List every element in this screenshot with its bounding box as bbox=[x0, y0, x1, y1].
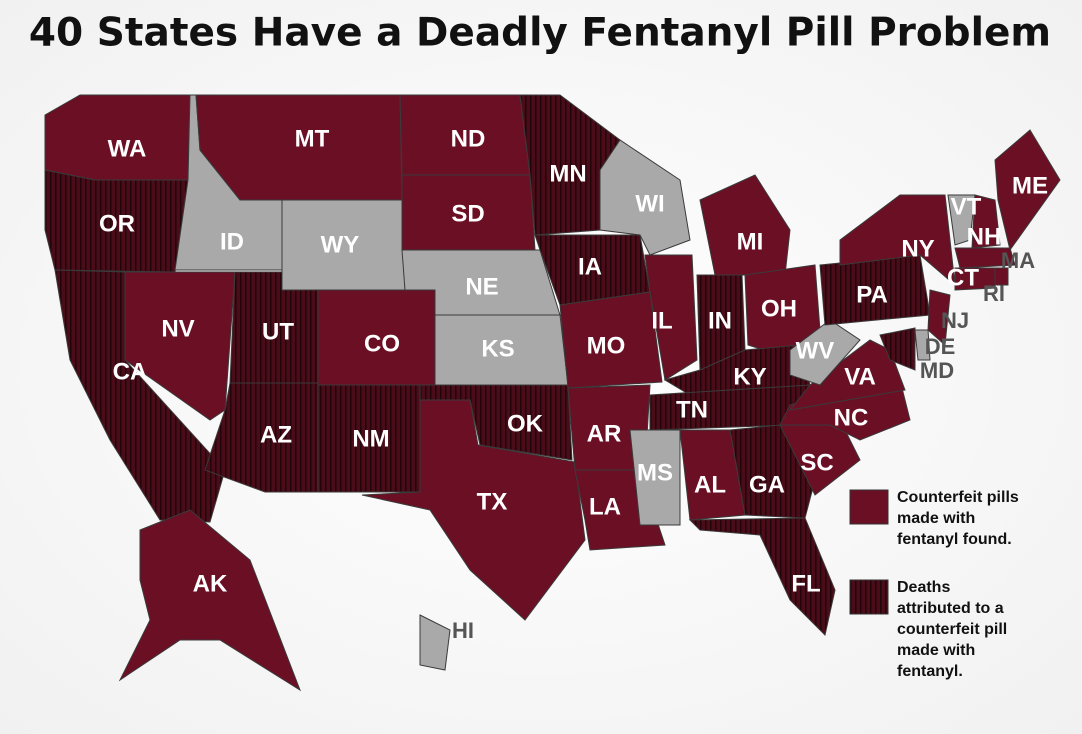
states bbox=[44, 94, 1061, 692]
state-label: MO bbox=[587, 332, 626, 359]
state-label: ME bbox=[1012, 172, 1048, 199]
state-label: AR bbox=[587, 420, 622, 447]
state-label: NH bbox=[967, 223, 1002, 250]
legend-text: Deaths bbox=[897, 579, 950, 596]
state-label: CO bbox=[364, 330, 400, 357]
state-label: TX bbox=[477, 488, 508, 515]
state-shape bbox=[124, 271, 236, 421]
state-label: AZ bbox=[260, 421, 292, 448]
state-label: OK bbox=[507, 410, 544, 437]
state-shape bbox=[688, 517, 836, 636]
state-shape bbox=[789, 319, 861, 386]
state-label: HI bbox=[452, 618, 474, 643]
state-label: WV bbox=[796, 337, 835, 364]
state-label: DE bbox=[925, 334, 956, 359]
state-shape bbox=[599, 139, 691, 256]
state-label: AL bbox=[694, 471, 726, 498]
state-label: WA bbox=[108, 135, 147, 162]
legend-text: counterfeit pill bbox=[897, 621, 1007, 638]
legend-text: fentanyl found. bbox=[897, 531, 1012, 548]
state-label: MA bbox=[1001, 248, 1035, 273]
legend-text: Counterfeit pills bbox=[897, 489, 1019, 506]
state-label: IL bbox=[651, 307, 672, 334]
state-label: KS bbox=[481, 335, 514, 362]
state-label: IN bbox=[708, 307, 732, 334]
state-shape bbox=[914, 329, 931, 361]
state-label: NM bbox=[352, 425, 389, 452]
state-label: VA bbox=[844, 363, 876, 390]
state-label: SC bbox=[800, 449, 833, 476]
state-shape bbox=[927, 289, 951, 347]
state-label: OR bbox=[99, 210, 135, 237]
state-label: RI bbox=[983, 281, 1005, 306]
state-label: LA bbox=[589, 493, 621, 520]
state-label: NV bbox=[161, 315, 194, 342]
state-label: NC bbox=[834, 404, 869, 431]
state-label: OH bbox=[761, 295, 797, 322]
legend-swatch bbox=[849, 489, 889, 525]
state-label: NY bbox=[901, 235, 934, 262]
state-shape bbox=[954, 267, 996, 291]
title: 40 States Have a Deadly Fentanyl Pill Pr… bbox=[29, 11, 1051, 56]
state-label: WI bbox=[635, 190, 664, 217]
state-label: CT bbox=[947, 264, 979, 291]
state-shape bbox=[118, 509, 302, 692]
state-shape bbox=[788, 339, 906, 411]
state-label: MS bbox=[637, 459, 673, 486]
state-label: FL bbox=[791, 570, 820, 597]
state-shape bbox=[361, 399, 586, 621]
state-shape bbox=[204, 382, 319, 493]
state-label: ID bbox=[220, 228, 244, 255]
state-label: SD bbox=[451, 200, 484, 227]
state-shape bbox=[954, 247, 1016, 269]
state-label: CA bbox=[113, 358, 148, 385]
state-shape bbox=[644, 254, 698, 381]
state-label: GA bbox=[749, 471, 785, 498]
legend-swatch bbox=[849, 579, 889, 615]
state-shape bbox=[879, 327, 916, 371]
state-label: MI bbox=[737, 228, 764, 255]
state-label: VT bbox=[951, 193, 982, 220]
state-label: MD bbox=[920, 358, 954, 383]
state-label: MN bbox=[549, 160, 586, 187]
state-label: KY bbox=[733, 363, 766, 390]
state-labels: WA OR CA NV ID MT WY UT CO AZ NM ND SD NE KS OK TX MN IA MO… bbox=[99, 125, 1048, 642]
state-shape bbox=[947, 194, 976, 246]
state-shape bbox=[994, 129, 1061, 252]
state-shape bbox=[699, 174, 791, 276]
legend-text: fentanyl. bbox=[897, 663, 963, 680]
state-shape bbox=[629, 429, 681, 526]
legend: Counterfeit pills made with fentanyl found… bbox=[849, 489, 1019, 680]
state-shape bbox=[559, 291, 663, 389]
state-shape bbox=[971, 194, 1001, 249]
state-label: AK bbox=[193, 570, 228, 597]
legend-text: made with bbox=[897, 642, 975, 659]
state-label: NJ bbox=[941, 308, 969, 333]
state-label: ND bbox=[451, 125, 486, 152]
state-label: PA bbox=[856, 281, 888, 308]
state-label: WY bbox=[321, 231, 360, 258]
state-label: MT bbox=[295, 125, 330, 152]
state-label: NE bbox=[465, 273, 498, 300]
state-label: IA bbox=[578, 253, 602, 280]
legend-text: attributed to a bbox=[897, 600, 1004, 617]
state-label: TN bbox=[676, 396, 708, 423]
state-label: UT bbox=[262, 318, 294, 345]
legend-text: made with bbox=[897, 510, 975, 527]
state-shape bbox=[419, 614, 451, 671]
